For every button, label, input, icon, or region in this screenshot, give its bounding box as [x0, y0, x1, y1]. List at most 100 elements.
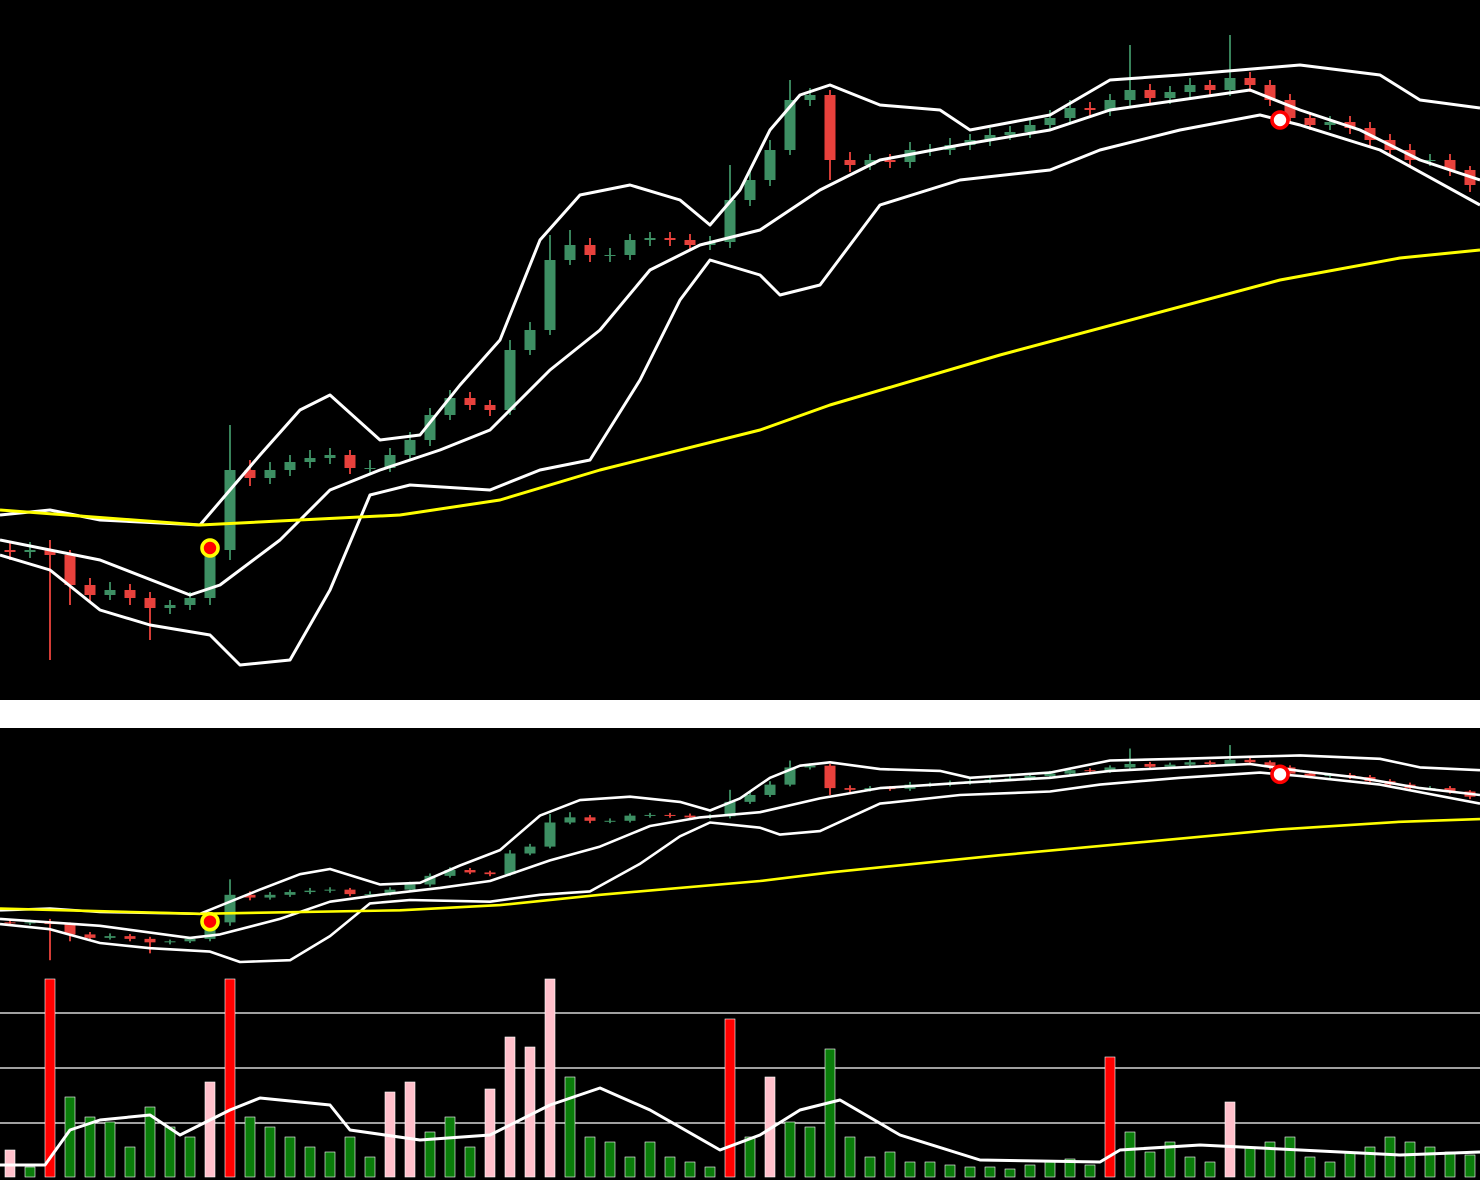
candle-body	[384, 455, 396, 468]
candle-body	[364, 468, 376, 469]
candle-body	[104, 590, 116, 595]
volume-bar	[1164, 1141, 1176, 1178]
candle-body	[1064, 770, 1076, 774]
volume-bar	[624, 1156, 636, 1178]
candle-body	[464, 398, 476, 405]
volume-bar	[844, 1136, 856, 1178]
candle-body	[1104, 767, 1116, 771]
candle-body	[724, 200, 736, 242]
candle-body	[424, 875, 436, 885]
candle-body	[684, 240, 696, 245]
candle-body	[184, 938, 196, 942]
candle-body	[644, 814, 656, 816]
volume-bar	[784, 1121, 796, 1178]
candle-body	[584, 817, 596, 821]
volume-bar	[504, 1036, 516, 1178]
candle-body	[84, 585, 96, 595]
signal-marker	[200, 538, 220, 558]
candle-body	[504, 853, 516, 875]
volume-bar	[124, 1146, 136, 1178]
candle-body	[604, 255, 616, 256]
candle-body	[1304, 773, 1316, 777]
volume-bar	[324, 1151, 336, 1178]
volume-bar	[184, 1136, 196, 1178]
volume-bar	[744, 1136, 756, 1178]
volume-bar	[644, 1141, 656, 1178]
price-panel	[0, 0, 1480, 700]
candle-body	[64, 924, 76, 935]
candle-body	[304, 458, 316, 462]
volume-bar	[84, 1116, 96, 1178]
candle-body	[564, 817, 576, 823]
candle-body	[1004, 132, 1016, 135]
volume-bar	[1024, 1164, 1036, 1178]
candle-body	[624, 240, 636, 255]
candle-body	[664, 238, 676, 240]
candle-body	[584, 245, 596, 255]
volume-bar	[264, 1126, 276, 1178]
volume-bar	[284, 1136, 296, 1178]
volume-bar	[584, 1136, 596, 1178]
candle-body	[1264, 762, 1276, 768]
candle-body	[204, 550, 216, 598]
candle-body	[104, 936, 116, 938]
candle-body	[1324, 122, 1336, 125]
volume-bar	[304, 1146, 316, 1178]
candle-body	[844, 788, 856, 790]
candle-body	[1224, 759, 1236, 764]
candle-body	[784, 100, 796, 150]
candle-body	[144, 598, 156, 608]
candle-body	[44, 550, 56, 555]
candle-body	[84, 934, 96, 938]
volume-bar	[864, 1156, 876, 1178]
volume-bar	[224, 978, 236, 1178]
volume-bar	[444, 1116, 456, 1178]
volume-bar	[344, 1136, 356, 1178]
volume-bar	[1004, 1168, 1016, 1178]
candle-body	[1164, 764, 1176, 767]
volume-bar	[404, 1081, 416, 1178]
candle-body	[344, 889, 356, 895]
candle-body	[804, 95, 816, 100]
candle-body	[284, 892, 296, 895]
volume-bar	[1424, 1146, 1436, 1178]
candle-body	[1184, 85, 1196, 92]
candle-body	[744, 180, 756, 200]
candle-body	[484, 405, 496, 410]
candle-body	[544, 822, 556, 847]
volume-bar	[244, 1116, 256, 1178]
volume-bar	[1104, 1056, 1116, 1178]
candle-body	[324, 455, 336, 458]
candle-body	[1144, 763, 1156, 767]
volume-bar	[824, 1048, 836, 1178]
candle-body	[504, 350, 516, 410]
candle-body	[624, 815, 636, 821]
volume-bar	[724, 1018, 736, 1178]
candle-body	[1204, 85, 1216, 90]
volume-bar	[964, 1166, 976, 1178]
volume-bar	[1064, 1158, 1076, 1178]
candle-body	[1124, 90, 1136, 100]
candle-body	[564, 245, 576, 260]
volume-bar	[684, 1161, 696, 1178]
candle-body	[1264, 85, 1276, 100]
candle-body	[604, 820, 616, 822]
candle-body	[824, 765, 836, 789]
volume-bar	[1044, 1161, 1056, 1178]
volume-bar	[364, 1156, 376, 1178]
candle-body	[984, 135, 996, 140]
candle-body	[24, 550, 36, 552]
candle-body	[524, 846, 536, 854]
volume-bar	[24, 1166, 36, 1178]
volume-bar	[1324, 1161, 1336, 1178]
candle-body	[764, 784, 776, 795]
candle-body	[1084, 108, 1096, 110]
volume-bar	[1344, 1151, 1356, 1178]
candle-body	[124, 936, 136, 939]
candle-body	[844, 160, 856, 165]
volume-bar	[204, 1081, 216, 1178]
volume-bar	[1304, 1156, 1316, 1178]
candle-body	[464, 870, 476, 873]
indicator-line	[0, 63, 1480, 527]
